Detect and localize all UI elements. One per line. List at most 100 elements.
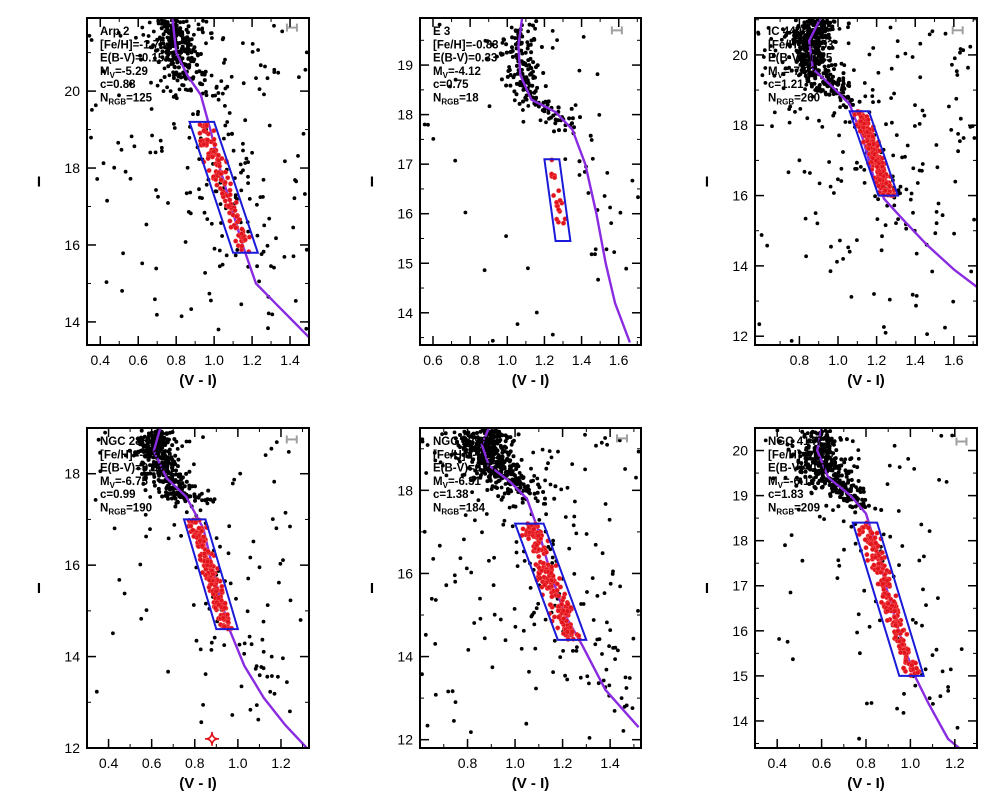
field-star	[772, 73, 777, 78]
ms-star	[175, 78, 180, 83]
ms-star	[504, 83, 509, 88]
ms-star	[851, 102, 855, 107]
field-star	[246, 229, 251, 234]
field-star	[544, 466, 549, 471]
field-star	[940, 213, 945, 218]
rgb-star	[204, 123, 210, 129]
field-star	[196, 27, 201, 32]
field-star	[191, 112, 195, 116]
rgb-star	[536, 571, 542, 577]
field-star	[938, 694, 943, 699]
rgb-star	[222, 179, 228, 185]
field-star	[550, 332, 555, 337]
ms-star	[504, 42, 509, 47]
x-axis-title: (V - I)	[512, 775, 550, 792]
ms-star	[833, 40, 838, 44]
field-star	[155, 312, 159, 317]
field-star	[220, 234, 225, 238]
field-star	[472, 621, 477, 625]
ms-star	[839, 457, 844, 462]
rgb-star	[914, 665, 920, 671]
rgb-star	[213, 177, 219, 183]
field-star	[196, 22, 201, 27]
y-axis-title: I	[705, 174, 709, 191]
ms-star	[166, 64, 171, 69]
field-star	[438, 460, 443, 465]
field-star	[885, 482, 890, 486]
metallicity: [Fe/H]=-1.92	[433, 449, 499, 461]
ms-star	[535, 63, 540, 68]
field-star	[589, 252, 594, 257]
field-star	[230, 713, 235, 717]
ms-star	[785, 442, 790, 447]
field-star	[786, 170, 791, 175]
ms-star	[800, 429, 805, 434]
y-tick-label: 14	[64, 649, 80, 665]
ms-star	[546, 110, 551, 115]
rgb-star	[858, 118, 864, 124]
y-axis-title: I	[705, 580, 709, 597]
ms-star	[799, 45, 804, 50]
y-tick-label: 15	[397, 255, 413, 271]
field-star	[431, 557, 436, 561]
ms-star	[824, 92, 828, 97]
field-star	[500, 41, 505, 45]
ms-star	[553, 121, 558, 126]
rgb-star	[561, 616, 567, 622]
field-star	[856, 448, 861, 452]
rgb-star	[206, 577, 212, 583]
field-star	[927, 529, 932, 533]
ms-star	[807, 482, 812, 486]
ms-star	[508, 488, 513, 493]
abs-magnitude: MV=-4.12	[433, 66, 481, 80]
field-star	[892, 203, 897, 208]
ms-star	[793, 18, 798, 23]
ms-star	[816, 463, 821, 468]
rgb-star	[533, 562, 539, 568]
ms-star	[803, 74, 808, 78]
field-star	[525, 40, 530, 45]
field-star	[934, 647, 939, 652]
ms-star	[495, 462, 500, 466]
field-star	[570, 462, 575, 466]
ms-star	[797, 450, 802, 455]
rgb-star	[884, 568, 890, 574]
field-star	[262, 223, 267, 228]
field-star	[574, 531, 579, 536]
field-star	[509, 442, 514, 447]
rgb-star	[233, 225, 239, 231]
ms-star	[508, 83, 513, 88]
field-star	[972, 136, 977, 140]
ms-star	[533, 102, 538, 107]
field-star	[914, 303, 918, 308]
field-star	[593, 642, 598, 647]
field-star	[603, 502, 608, 506]
ms-star	[828, 429, 833, 434]
field-star	[934, 221, 939, 226]
ms-star	[806, 79, 811, 84]
rgb-star	[865, 117, 871, 123]
ms-star	[172, 437, 177, 442]
rgb-star	[857, 128, 863, 134]
field-star	[227, 524, 232, 529]
field-star	[624, 266, 629, 271]
field-star	[909, 191, 914, 196]
field-star	[242, 651, 247, 656]
ms-star	[495, 474, 500, 479]
rgb-star	[239, 243, 245, 249]
field-star	[630, 178, 635, 183]
field-star	[242, 641, 247, 646]
rgb-star	[862, 537, 868, 543]
ms-star	[820, 35, 825, 40]
x-tick-label: 0.6	[142, 755, 162, 771]
field-star	[272, 265, 276, 270]
ms-star	[827, 36, 832, 40]
field-star	[763, 66, 768, 70]
field-star	[185, 165, 190, 170]
field-star	[781, 72, 786, 77]
field-star	[817, 118, 821, 123]
field-star	[257, 87, 262, 91]
ms-star	[814, 475, 818, 479]
field-star	[831, 113, 836, 118]
ms-star	[821, 19, 826, 24]
